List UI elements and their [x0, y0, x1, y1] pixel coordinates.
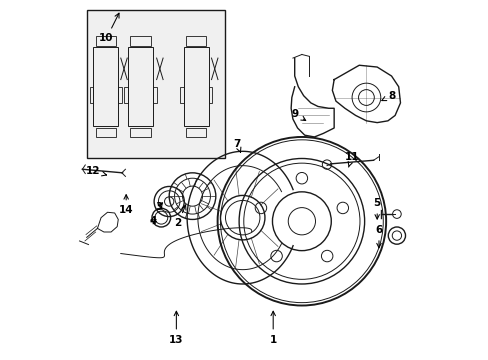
- Text: 13: 13: [169, 311, 183, 345]
- Bar: [89, 87, 93, 103]
- Text: 4: 4: [149, 216, 157, 226]
- Text: 2: 2: [174, 205, 185, 228]
- Text: 11: 11: [344, 152, 359, 167]
- Bar: [96, 128, 116, 138]
- Text: 5: 5: [373, 198, 380, 219]
- Bar: [208, 87, 212, 103]
- Text: 7: 7: [233, 139, 241, 152]
- Text: 8: 8: [381, 91, 394, 101]
- Text: 9: 9: [290, 109, 305, 121]
- Bar: [183, 47, 208, 126]
- Bar: [185, 128, 206, 138]
- Text: 12: 12: [86, 166, 106, 176]
- Bar: [124, 87, 128, 103]
- Text: 3: 3: [155, 202, 163, 212]
- Bar: [130, 36, 150, 45]
- Bar: [118, 87, 122, 103]
- Text: 6: 6: [375, 225, 382, 248]
- Bar: [128, 47, 153, 126]
- Text: 1: 1: [269, 311, 276, 345]
- Text: 10: 10: [99, 13, 119, 43]
- Bar: [130, 128, 150, 138]
- Bar: [180, 87, 183, 103]
- Bar: [185, 36, 206, 45]
- Bar: [86, 10, 224, 158]
- Text: 14: 14: [119, 195, 133, 216]
- Bar: [153, 87, 156, 103]
- Bar: [93, 47, 118, 126]
- Bar: [96, 36, 116, 45]
